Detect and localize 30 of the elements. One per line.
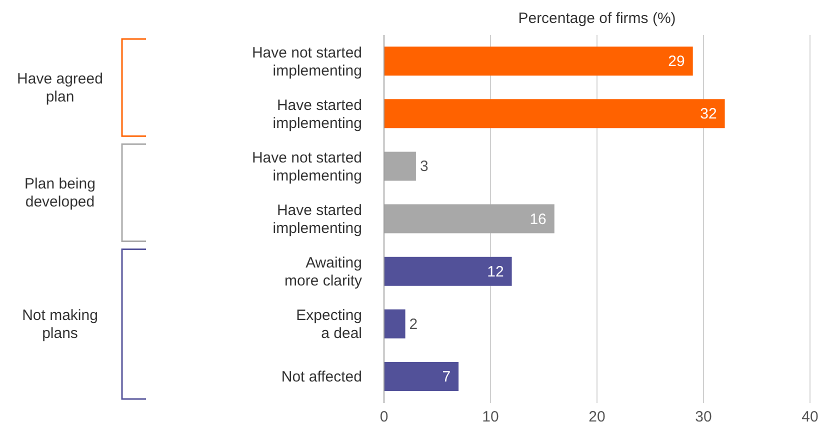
data-label: 2 (409, 316, 418, 333)
data-label: 29 (668, 53, 685, 70)
bar (384, 204, 554, 234)
y-tick-label: Have not started implementing (252, 149, 362, 184)
y-tick-label: Have started implementing (272, 96, 362, 132)
data-label: 32 (700, 106, 717, 123)
data-label: 16 (530, 210, 546, 228)
y-tick-label: Expecting a deal (296, 307, 362, 342)
bar (384, 362, 459, 391)
y-tick-label: Have started implementing (272, 202, 362, 237)
bar (384, 46, 693, 76)
x-tick-label: 40 (802, 408, 818, 426)
y-tick-label: Not affected (281, 368, 362, 386)
bar (384, 99, 725, 128)
x-tick-label: 10 (482, 408, 499, 426)
text: Plan being developed (24, 176, 96, 211)
bar (384, 152, 416, 181)
data-label: 3 (420, 158, 428, 176)
bar (384, 309, 406, 338)
x-tick-label: 30 (695, 408, 712, 426)
x-tick-label: 0 (380, 408, 388, 426)
data-label: 7 (442, 368, 451, 386)
x-tick-label: 20 (588, 408, 606, 426)
data-label: 12 (487, 263, 504, 280)
text: Not making plans (22, 307, 98, 342)
y-tick-label: Awaiting more clarity (284, 254, 362, 290)
text: Have agreed plan (17, 70, 103, 106)
y-tick-label: Have not started implementing (252, 44, 362, 80)
x-axis-title: Percentage of firms (%) (517, 10, 677, 27)
bar (384, 256, 512, 286)
